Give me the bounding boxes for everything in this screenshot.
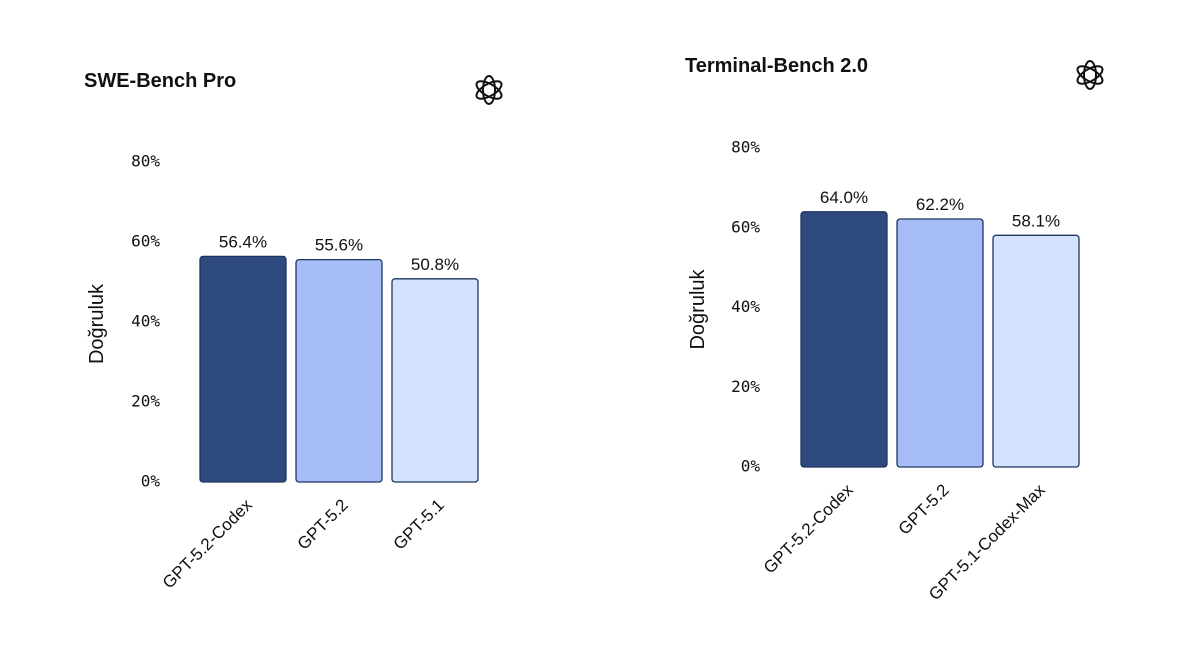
y-tick-label: 0% [141,472,161,491]
value-label: 56.4% [219,232,267,251]
value-label: 50.8% [411,255,459,274]
bar [896,218,984,468]
y-tick-label: 0% [741,457,761,476]
y-axis-label: Doğruluk [687,268,709,349]
value-label: 58.1% [1012,211,1060,230]
bar [992,234,1080,468]
chart-title: SWE-Bench Pro [84,70,236,92]
y-tick-label: 80% [131,152,160,171]
bar [800,211,888,468]
value-label: 62.2% [916,195,964,214]
value-label: 55.6% [315,236,363,255]
y-tick-label: 40% [731,297,760,316]
value-label: 64.0% [820,188,868,207]
logo [475,75,503,105]
y-tick-label: 20% [731,377,760,396]
y-axis-label: Doğruluk [86,283,108,364]
y-tick-label: 20% [131,392,160,411]
bar [295,258,383,483]
chart-title: Terminal-Bench 2.0 [685,55,868,77]
y-tick-label: 80% [731,138,760,157]
y-tick-label: 60% [731,217,760,236]
bar [391,278,479,483]
y-tick-label: 40% [131,312,160,331]
bar [199,255,287,483]
y-tick-label: 60% [131,232,160,251]
